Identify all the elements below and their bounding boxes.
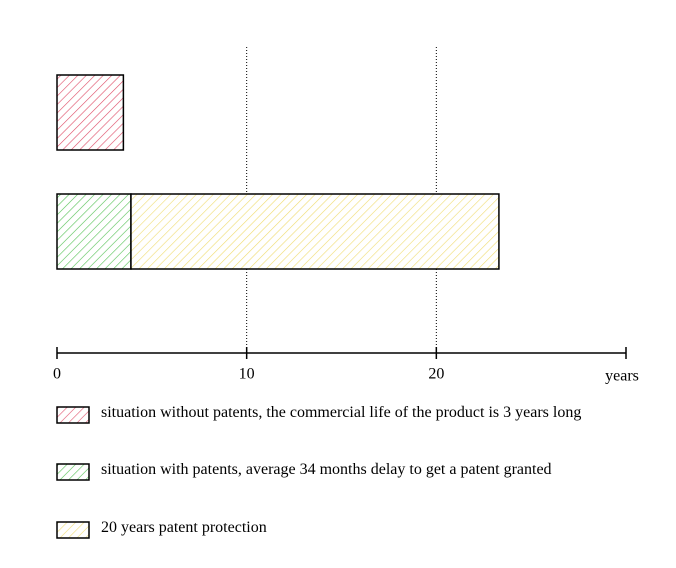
legend-label: 20 years patent protection <box>101 519 267 536</box>
bar <box>56 74 125 151</box>
legend-item: situation with patents, average 34 month… <box>55 459 635 481</box>
legend-swatch-rect <box>56 521 90 539</box>
x-tick-label: 10 <box>239 366 255 383</box>
legend-item: 20 years patent protection <box>55 517 635 539</box>
x-tick-label: 0 <box>53 366 61 383</box>
bar <box>130 193 500 270</box>
legend-swatch-rect <box>56 406 90 424</box>
legend-swatch <box>56 406 90 424</box>
legend-label: situation without patents, the commercia… <box>101 404 582 421</box>
legend-label: situation with patents, average 34 month… <box>101 461 552 478</box>
bar <box>56 193 132 270</box>
x-tick-label: 20 <box>428 366 444 383</box>
legend-swatch <box>56 463 90 481</box>
legend-entry: situation with patents, average 34 month… <box>55 459 635 481</box>
legend-entry: situation without patents, the commercia… <box>55 402 635 424</box>
x-axis-label: years <box>605 368 639 385</box>
legend-swatch <box>56 521 90 539</box>
legend-item: situation without patents, the commercia… <box>55 402 635 424</box>
legend-swatch-rect <box>56 463 90 481</box>
legend-entry: 20 years patent protection <box>55 517 635 539</box>
